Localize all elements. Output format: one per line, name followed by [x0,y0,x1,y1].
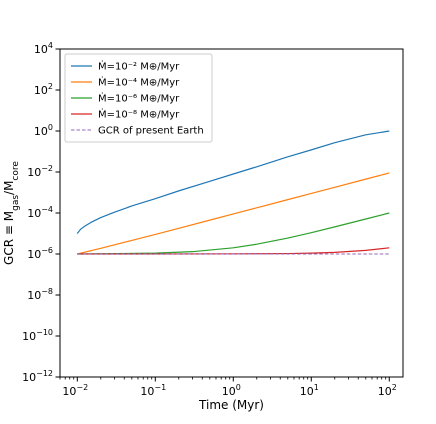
legend-label-3: Ṁ=10⁻⁶ M⊕/Myr [98,92,180,105]
y-tick-label: 10−4 [27,205,53,220]
y-tick-label: 10−8 [27,287,53,302]
y-tick-label: 10−6 [27,246,53,261]
x-tick-label: 100 [222,383,241,398]
series-line-3 [77,212,390,255]
y-axis-label: GCR ≡ Mgas/Mcore [2,161,21,265]
y-tick-label: 104 [34,41,53,56]
legend-label-4: Ṁ=10⁻⁸ M⊕/Myr [98,108,180,121]
legend-box [64,53,213,143]
legend-label-1: Ṁ=10⁻² M⊕/Myr [98,60,180,73]
y-tick-label: 10−2 [27,164,53,179]
x-tick-label: 10−1 [140,383,166,398]
series-line-1 [76,130,390,234]
legend-label-2: Ṁ=10⁻⁴ M⊕/Myr [98,76,180,89]
y-tick-label: 10−10 [22,328,53,343]
legend-label-5: GCR of present Earth [98,126,204,137]
legend: Ṁ=10⁻² M⊕/Myr Ṁ=10⁻⁴ M⊕/Myr Ṁ=10⁻⁶ M⊕/Myr Ṁ… [64,53,213,143]
x-tick-label: 101 [300,383,319,398]
y-tick-label: 102 [34,82,53,97]
series-layer [76,130,390,255]
series-line-2 [77,172,390,255]
x-tick-label: 102 [378,383,397,398]
x-axis-label: Time (Myr) [198,398,264,412]
x-tick-label: 10−2 [62,383,88,398]
y-tick-label: 10−12 [22,369,53,384]
ticks-layer: 10−2 10−1 100 101 102 104 102 100 10−2 10−4 10−6 10… [22,41,397,398]
y-tick-label: 100 [34,123,53,138]
